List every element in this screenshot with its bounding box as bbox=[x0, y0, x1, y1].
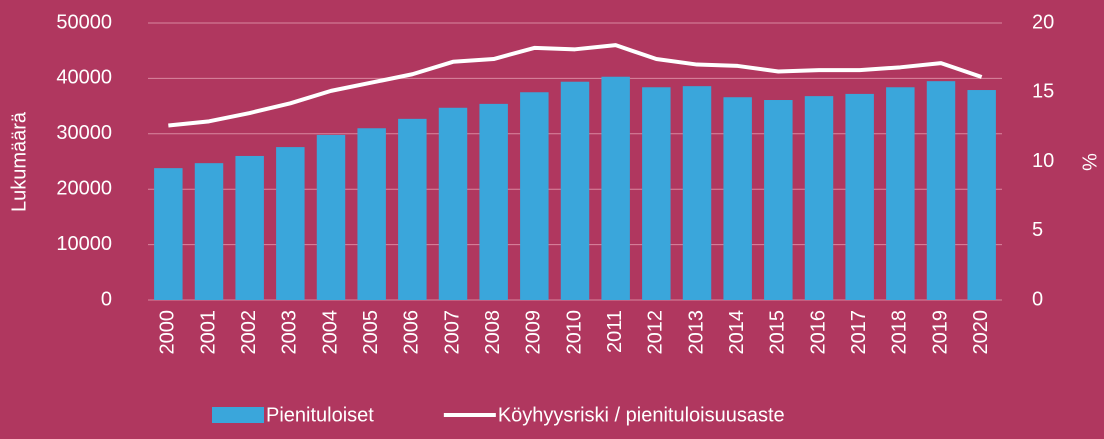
bar bbox=[845, 93, 874, 300]
bar bbox=[642, 87, 671, 300]
bar bbox=[438, 107, 468, 301]
x-tick-label: 2006 bbox=[401, 310, 423, 355]
x-tick-label: 2012 bbox=[645, 310, 667, 355]
bar bbox=[479, 103, 508, 300]
x-tick-label: 2020 bbox=[970, 310, 992, 355]
x-tick-label: 2009 bbox=[523, 310, 545, 355]
bar bbox=[154, 168, 183, 300]
y-tick-label: 20000 bbox=[56, 177, 112, 199]
bar bbox=[682, 86, 712, 300]
x-tick-label: 2014 bbox=[726, 310, 748, 355]
bar bbox=[520, 92, 549, 300]
legend-label: Pienituloiset bbox=[266, 404, 374, 426]
x-tick-label: 2011 bbox=[604, 310, 626, 353]
bar bbox=[398, 118, 427, 300]
y-axis-title: Lukumäärä bbox=[8, 111, 30, 212]
y-tick-label: 0 bbox=[101, 288, 112, 310]
bar bbox=[357, 128, 386, 300]
x-tick-label: 2007 bbox=[441, 310, 463, 355]
bar bbox=[723, 97, 752, 301]
line bbox=[168, 43, 983, 128]
bar bbox=[804, 96, 834, 301]
x-tick-label: 2017 bbox=[848, 310, 870, 355]
legend-swatch bbox=[212, 407, 264, 423]
y2-tick-label: 0 bbox=[1032, 288, 1043, 310]
bar bbox=[601, 76, 630, 300]
x-tick-label: 2004 bbox=[319, 310, 341, 355]
x-tick-label: 2002 bbox=[238, 310, 260, 355]
x-tick-label: 2010 bbox=[563, 310, 585, 355]
bar bbox=[926, 81, 956, 300]
bar bbox=[764, 100, 793, 300]
x-tick-label: 2019 bbox=[929, 310, 951, 355]
y2-tick-label: 15 bbox=[1032, 81, 1054, 103]
x-tick-label: 2008 bbox=[482, 310, 504, 355]
y2-tick-label: 10 bbox=[1032, 150, 1054, 172]
bar bbox=[967, 90, 996, 300]
x-tick-label: 2005 bbox=[360, 310, 382, 355]
x-tick-label: 2015 bbox=[767, 310, 789, 355]
x-tick-label: 2003 bbox=[279, 310, 301, 355]
y-tick-label: 30000 bbox=[56, 122, 112, 144]
y-tick-label: 10000 bbox=[56, 233, 112, 255]
bar bbox=[316, 134, 346, 300]
y2-tick-label: 5 bbox=[1032, 219, 1043, 241]
bar bbox=[886, 87, 915, 300]
x-tick-label: 2000 bbox=[157, 310, 179, 355]
x-tick-label: 2016 bbox=[807, 310, 829, 355]
bar bbox=[235, 155, 264, 300]
legend-label: Köyhyysriski / pienituloisuusaste bbox=[498, 404, 785, 426]
bar bbox=[194, 163, 224, 300]
x-tick-label: 2018 bbox=[889, 310, 911, 355]
bar bbox=[276, 147, 305, 300]
bar bbox=[560, 81, 590, 300]
y2-axis-title: % bbox=[1078, 153, 1100, 171]
y-tick-label: 50000 bbox=[56, 11, 112, 33]
x-tick-label: 2001 bbox=[197, 310, 219, 355]
y2-tick-label: 20 bbox=[1032, 11, 1054, 33]
y-tick-label: 40000 bbox=[56, 67, 112, 89]
x-tick-label: 2013 bbox=[685, 310, 707, 355]
